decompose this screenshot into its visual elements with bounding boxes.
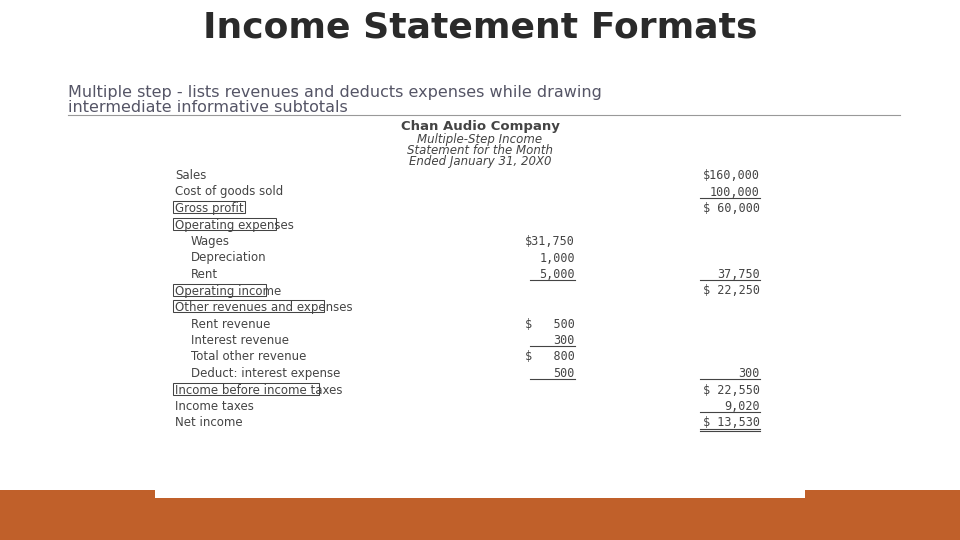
Text: $160,000: $160,000 (703, 169, 760, 182)
Text: Depreciation: Depreciation (191, 252, 267, 265)
Text: Operating income: Operating income (175, 285, 281, 298)
Text: 1,000: 1,000 (540, 252, 575, 265)
Text: Gross profit: Gross profit (175, 202, 244, 215)
Text: 37,750: 37,750 (717, 268, 760, 281)
Text: Total other revenue: Total other revenue (191, 350, 306, 363)
Text: Ended January 31, 20X0: Ended January 31, 20X0 (409, 155, 551, 168)
Text: $ 22,550: $ 22,550 (703, 383, 760, 396)
Text: $31,750: $31,750 (525, 235, 575, 248)
Text: $ 13,530: $ 13,530 (703, 416, 760, 429)
Text: Operating expenses: Operating expenses (175, 219, 294, 232)
FancyBboxPatch shape (0, 490, 960, 540)
Text: Statement for the Month: Statement for the Month (407, 144, 553, 157)
Text: Income taxes: Income taxes (175, 400, 253, 413)
Text: Multiple step - lists revenues and deducts expenses while drawing: Multiple step - lists revenues and deduc… (68, 85, 602, 100)
Text: $   500: $ 500 (525, 318, 575, 330)
Text: Interest revenue: Interest revenue (191, 334, 289, 347)
Text: intermediate informative subtotals: intermediate informative subtotals (68, 100, 348, 115)
Text: Rent revenue: Rent revenue (191, 318, 271, 330)
Text: Rent: Rent (191, 268, 218, 281)
Text: 9,020: 9,020 (725, 400, 760, 413)
Text: 500: 500 (554, 367, 575, 380)
FancyBboxPatch shape (155, 33, 805, 498)
Text: Income Statement Formats: Income Statement Formats (203, 10, 757, 44)
Text: $   800: $ 800 (525, 350, 575, 363)
Text: Income before income taxes: Income before income taxes (175, 383, 343, 396)
Text: Wages: Wages (191, 235, 230, 248)
Text: 100,000: 100,000 (710, 186, 760, 199)
Text: 5,000: 5,000 (540, 268, 575, 281)
Text: Multiple-Step Income: Multiple-Step Income (418, 133, 542, 146)
Text: Deduct: interest expense: Deduct: interest expense (191, 367, 341, 380)
Text: 300: 300 (738, 367, 760, 380)
Text: $ 22,250: $ 22,250 (703, 285, 760, 298)
Text: Sales: Sales (175, 169, 206, 182)
Text: 300: 300 (554, 334, 575, 347)
Text: Cost of goods sold: Cost of goods sold (175, 186, 283, 199)
Text: Chan Audio Company: Chan Audio Company (400, 120, 560, 133)
Text: $ 60,000: $ 60,000 (703, 202, 760, 215)
Text: Net income: Net income (175, 416, 243, 429)
Text: Other revenues and expenses: Other revenues and expenses (175, 301, 352, 314)
